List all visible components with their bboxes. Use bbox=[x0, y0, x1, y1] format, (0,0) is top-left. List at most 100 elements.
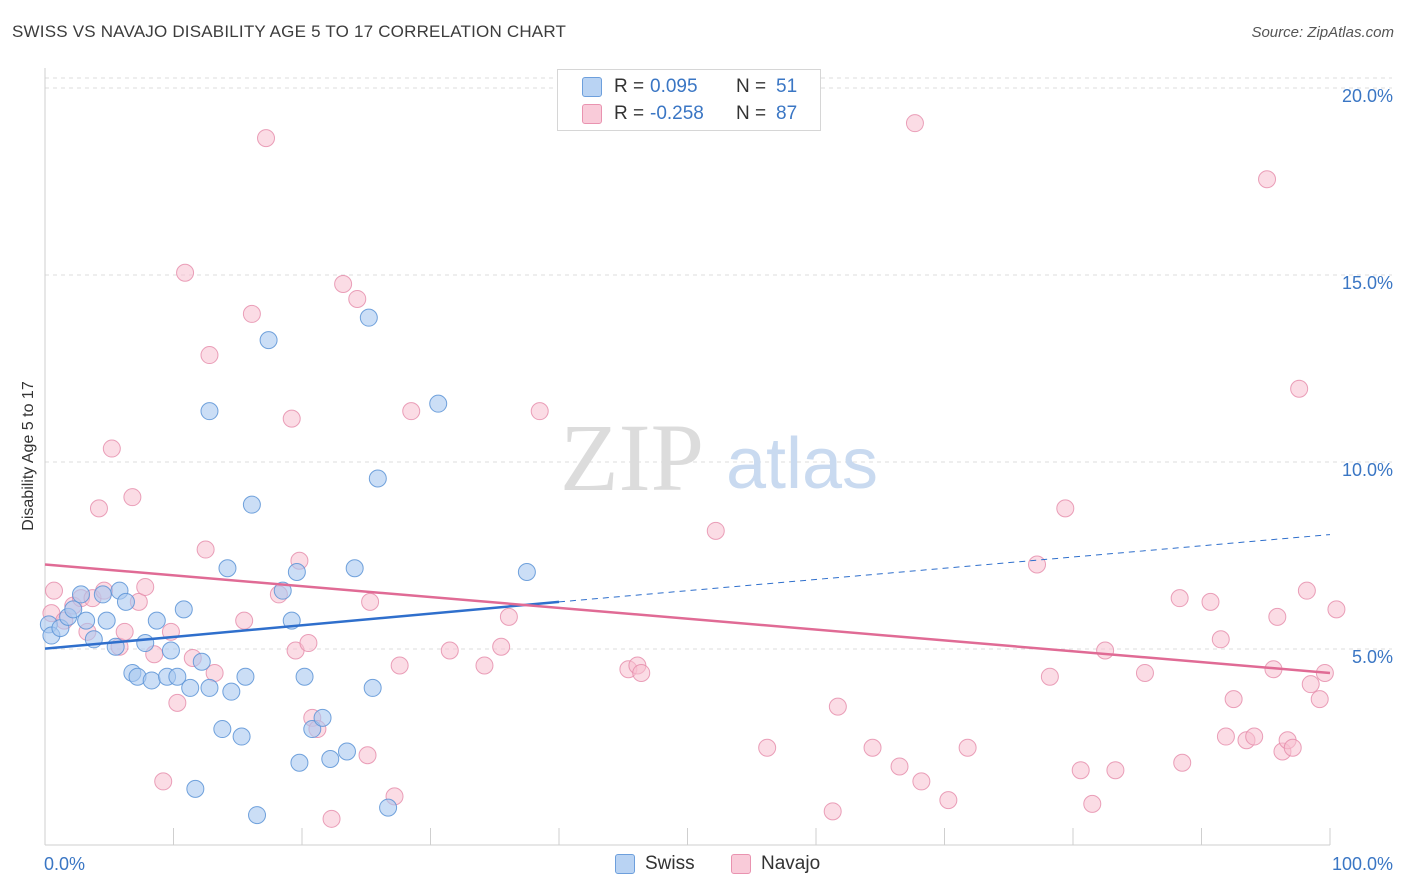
navajo-point bbox=[361, 592, 380, 611]
navajo-point bbox=[706, 521, 725, 540]
swiss-point bbox=[200, 678, 219, 697]
navajo-point bbox=[828, 697, 847, 716]
navajo-point bbox=[196, 540, 215, 559]
swiss-point bbox=[337, 742, 356, 761]
legend-row-navajo: R = -0.258 N = 87 bbox=[582, 102, 797, 126]
navajo-point bbox=[299, 634, 318, 653]
swiss-point bbox=[136, 634, 155, 653]
swiss-point bbox=[363, 678, 382, 697]
navajo-point bbox=[1310, 690, 1329, 709]
navajo-point bbox=[863, 738, 882, 757]
navajo-point bbox=[1283, 738, 1302, 757]
navajo-point bbox=[1083, 794, 1102, 813]
navajo-point bbox=[1224, 690, 1243, 709]
swiss-point bbox=[64, 600, 83, 619]
y-tick-label: 5.0% bbox=[1352, 647, 1393, 667]
swiss-point bbox=[222, 682, 241, 701]
swiss-point bbox=[273, 581, 292, 600]
navajo-swatch bbox=[582, 104, 602, 124]
navajo-point bbox=[632, 663, 651, 682]
navajo-point bbox=[1301, 675, 1320, 694]
watermark: ZIP atlas bbox=[560, 404, 878, 511]
legend-label-navajo: Navajo bbox=[761, 853, 821, 874]
swiss-swatch bbox=[615, 854, 635, 874]
swiss-point bbox=[186, 779, 205, 798]
navajo-point bbox=[176, 263, 195, 282]
navajo-point bbox=[1201, 592, 1220, 611]
navajo-point bbox=[890, 757, 909, 776]
watermark-zip: ZIP bbox=[560, 404, 704, 511]
navajo-point bbox=[1170, 589, 1189, 608]
watermark-atlas: atlas bbox=[726, 424, 878, 504]
navajo-point bbox=[1258, 170, 1277, 189]
navajo-point bbox=[1211, 630, 1230, 649]
swiss-trend-line bbox=[44, 600, 560, 650]
navajo-swatch bbox=[731, 854, 751, 874]
source-label: Source: ZipAtlas.com bbox=[1251, 24, 1394, 41]
swiss-points bbox=[39, 308, 536, 825]
navajo-point bbox=[939, 791, 958, 810]
navajo-point bbox=[1268, 607, 1287, 626]
navajo-point bbox=[499, 607, 518, 626]
navajo-point bbox=[440, 641, 459, 660]
navajo-point bbox=[912, 772, 931, 791]
r-value: -0.258 bbox=[650, 103, 704, 124]
navajo-point bbox=[492, 637, 511, 656]
r-value: 0.095 bbox=[650, 76, 698, 97]
navajo-point bbox=[322, 809, 341, 828]
navajo-point bbox=[823, 802, 842, 821]
bottom-legend-navajo: Navajo bbox=[731, 852, 820, 876]
swiss-point bbox=[368, 469, 387, 488]
swiss-point bbox=[295, 667, 314, 686]
swiss-point bbox=[77, 611, 96, 630]
navajo-point bbox=[1071, 761, 1090, 780]
navajo-point bbox=[89, 499, 108, 518]
navajo-point bbox=[136, 577, 155, 596]
navajo-point bbox=[1135, 663, 1154, 682]
axes bbox=[44, 68, 1331, 846]
swiss-point bbox=[236, 667, 255, 686]
swiss-swatch bbox=[582, 77, 602, 97]
r-label: R = bbox=[614, 103, 645, 124]
swiss-point bbox=[168, 667, 187, 686]
swiss-point bbox=[174, 600, 193, 619]
n-label: N = bbox=[736, 103, 767, 124]
swiss-point bbox=[213, 720, 232, 739]
bottom-legend-swiss: Swiss bbox=[615, 852, 695, 876]
navajo-point bbox=[1297, 581, 1316, 600]
r-label: R = bbox=[614, 76, 645, 97]
swiss-point bbox=[259, 331, 278, 350]
navajo-point bbox=[334, 275, 353, 293]
swiss-point bbox=[142, 671, 161, 690]
navajo-point bbox=[348, 289, 367, 308]
chart-title: SWISS VS NAVAJO DISABILITY AGE 5 TO 17 C… bbox=[12, 22, 567, 41]
n-label: N = bbox=[736, 76, 767, 97]
swiss-point bbox=[116, 592, 135, 611]
navajo-point bbox=[242, 304, 261, 323]
navajo-point bbox=[200, 346, 219, 365]
navajo-point bbox=[958, 738, 977, 757]
navajo-point bbox=[390, 656, 409, 675]
axis-labels: 5.0% 10.0% 15.0% 20.0% 0.0% 100.0% Disability … bbox=[20, 86, 1393, 874]
swiss-point bbox=[321, 749, 340, 768]
navajo-point bbox=[1173, 753, 1192, 772]
swiss-point bbox=[161, 641, 180, 660]
navajo-trend-line bbox=[44, 563, 1331, 675]
swiss-point bbox=[359, 308, 378, 327]
navajo-point bbox=[257, 129, 276, 148]
swiss-point bbox=[93, 585, 112, 604]
swiss-point bbox=[147, 611, 166, 630]
navajo-point bbox=[475, 656, 494, 675]
swiss-point bbox=[303, 720, 322, 739]
navajo-point bbox=[282, 409, 301, 428]
swiss-point bbox=[192, 652, 211, 671]
navajo-point bbox=[44, 581, 63, 600]
swiss-point bbox=[517, 562, 536, 581]
navajo-point bbox=[1106, 761, 1125, 780]
x-tick-label-min: 0.0% bbox=[44, 854, 85, 874]
swiss-point bbox=[345, 559, 364, 578]
swiss-point bbox=[232, 727, 251, 746]
navajo-point bbox=[1327, 600, 1346, 619]
legend-label-swiss: Swiss bbox=[645, 853, 695, 874]
navajo-point bbox=[154, 772, 173, 791]
